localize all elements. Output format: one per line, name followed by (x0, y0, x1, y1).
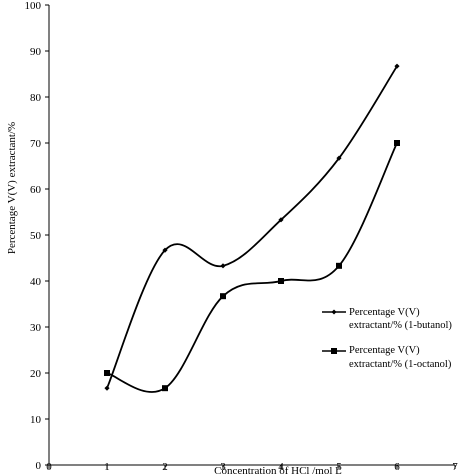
y-tick-label: 80 (30, 92, 42, 104)
ticks: 0 10 20 30 40 50 60 70 80 90 100 0 1 2 3 4 5 6 7 (25, 0, 459, 473)
x-tick-label: 2 (162, 461, 168, 473)
x-tick-label: 7 (452, 461, 458, 473)
x-tick-label: 1 (104, 461, 110, 473)
legend-label-octanol-line1: Percentage V(V) (349, 345, 420, 356)
x-tick-label: 3 (220, 461, 226, 473)
legend-label-octanol-line2: extractant/% (1-octanol) (349, 359, 452, 370)
y-tick-label: 100 (25, 0, 42, 12)
series-butanol (104, 63, 400, 391)
series-layer (104, 63, 400, 393)
y-tick-label: 50 (30, 230, 42, 242)
y-tick-label: 90 (30, 46, 42, 58)
legend-box (318, 293, 460, 378)
data-point-square (278, 278, 284, 284)
data-point-square (104, 370, 110, 376)
data-point-diamond (336, 155, 342, 161)
y-tick-label: 70 (30, 138, 42, 150)
y-tick-label: 20 (30, 368, 42, 380)
legend: Percentage V(V) extractant/% (1-butanol)… (318, 293, 460, 378)
data-point-square (220, 293, 226, 300)
data-point-diamond (104, 385, 110, 391)
x-tick-label: 6 (394, 461, 400, 473)
data-point-diamond (162, 247, 168, 253)
legend-label-butanol-line1: Percentage V(V) (349, 307, 420, 318)
x-tick-label: 0 (46, 461, 52, 473)
data-point-square (336, 262, 342, 269)
data-point-square (394, 140, 400, 146)
axes (48, 5, 455, 466)
legend-entry-butanol: Percentage V(V) extractant/% (1-butanol) (322, 307, 452, 331)
y-tick-label: 40 (30, 276, 42, 288)
legend-label-butanol-line2: extractant/% (1-butanol) (349, 320, 452, 331)
y-tick-label: 30 (30, 322, 42, 334)
series-line (106, 65, 398, 389)
y-tick-label: 0 (36, 460, 42, 472)
data-point-square (162, 385, 168, 392)
y-tick-label: 10 (30, 414, 42, 426)
data-point-diamond (220, 263, 226, 269)
x-tick-label: 5 (336, 461, 342, 473)
series-octanol (104, 140, 400, 393)
data-point-diamond (278, 217, 284, 223)
x-tick-label: 4 (278, 461, 284, 473)
legend-entry-octanol: Percentage V(V) extractant/% (1-octanol) (322, 345, 452, 370)
legend-marker-diamond (331, 309, 337, 315)
x-axis-title: Concentration of HCl /mol L (214, 465, 342, 474)
y-tick-label: 60 (30, 184, 42, 196)
y-axis-title: Percentage V(V) extractant/% (6, 122, 18, 254)
legend-marker-square (331, 348, 337, 354)
data-point-diamond (394, 63, 400, 69)
